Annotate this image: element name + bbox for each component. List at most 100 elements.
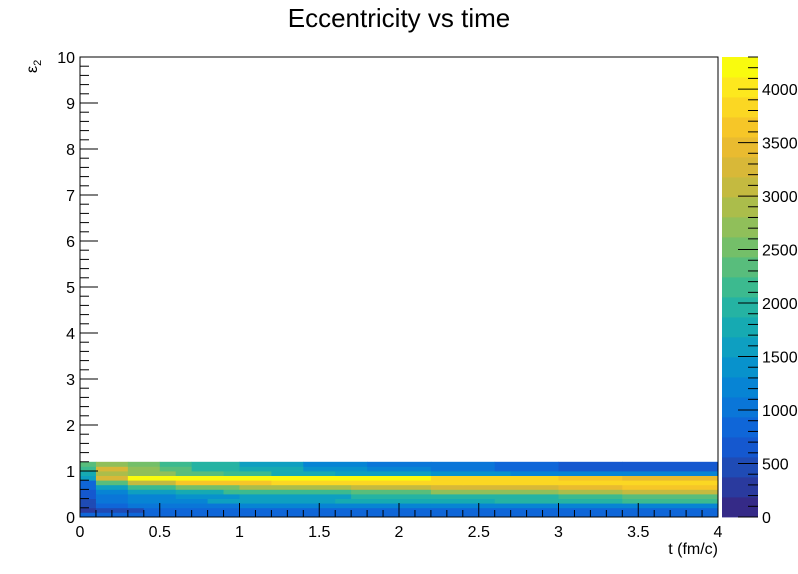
x-tick-label: 0 [76, 524, 85, 541]
heatmap-cell [558, 475, 623, 481]
heatmap-cell [80, 484, 97, 490]
x-tick-label: 2 [395, 524, 404, 541]
heatmap-cell [127, 480, 177, 486]
colorbar-segment [722, 457, 758, 478]
heatmap-cell [80, 461, 97, 467]
heatmap-cell [159, 466, 193, 472]
heatmap-cell [95, 484, 129, 490]
heatmap-cell [430, 489, 559, 495]
heatmap-cell [127, 471, 177, 476]
heatmap-cell [351, 489, 432, 495]
heatmap-cell [80, 475, 97, 481]
heatmap-cell [558, 466, 623, 472]
heatmap-cell [175, 484, 240, 490]
heatmap-cell [430, 494, 559, 499]
heatmap-cell [175, 471, 224, 476]
x-tick-label: 2.5 [468, 524, 490, 541]
heatmap-cell [351, 494, 432, 499]
x-axis-label: t (fm/c) [668, 541, 718, 558]
colorbar-segment [722, 277, 758, 298]
heatmap-cell [207, 498, 336, 504]
colorbar-segment [722, 157, 758, 178]
heatmap-cell [622, 484, 719, 490]
heatmap-cell [351, 475, 432, 481]
heatmap-cell [239, 503, 432, 509]
colorbar-segment [722, 397, 758, 418]
heatmap-cell [430, 503, 719, 509]
heatmap-cell [95, 475, 129, 481]
heatmap-cell [430, 475, 559, 481]
x-tick-label: 3.5 [627, 524, 649, 541]
colorbar-tick-label: 3500 [762, 136, 798, 153]
heatmap-cell [95, 498, 129, 504]
heatmap-cell [430, 471, 512, 476]
heatmap-cell [558, 494, 623, 499]
heatmap-cell [367, 480, 464, 486]
heatmap-cell [271, 480, 368, 486]
heatmap-cell [494, 498, 623, 504]
heatmap-cell [127, 466, 161, 472]
heatmap-cell [622, 489, 719, 495]
heatmap-cell [558, 489, 623, 495]
colorbar-segment [722, 417, 758, 438]
colorbar-segment [722, 497, 758, 518]
heatmap-cell [80, 494, 97, 499]
heatmap-cell [271, 471, 336, 476]
heatmap-cell [127, 475, 208, 481]
heatmap-cell [430, 484, 559, 490]
y-tick-label: 2 [66, 418, 75, 435]
colorbar-segment [722, 77, 758, 98]
heatmap-cell [80, 480, 97, 486]
colorbar-tick-label: 2500 [762, 243, 798, 260]
y-tick-label: 4 [66, 326, 75, 343]
heatmap-cell [335, 471, 432, 476]
colorbar-segment [722, 257, 758, 278]
x-tick-label: 3 [554, 524, 563, 541]
heatmap-cell [462, 480, 559, 486]
y-tick-label: 1 [66, 464, 75, 481]
heatmap-cell [95, 471, 129, 476]
heatmap-cell [303, 461, 368, 467]
heatmap-cell [80, 466, 97, 472]
heatmap-cell [622, 480, 719, 486]
colorbar-segment [722, 177, 758, 198]
heatmap-cell [95, 466, 129, 472]
y-tick-label: 3 [66, 372, 75, 389]
heatmap-cell [239, 466, 304, 472]
heatmap-cell [95, 494, 129, 499]
heatmap-cell [239, 484, 352, 490]
y-tick-label: 6 [66, 234, 75, 251]
heatmap-cell [367, 466, 432, 472]
heatmap-cell [95, 480, 129, 486]
colorbar-tick-label: 3000 [762, 189, 798, 206]
heatmap-cell [303, 466, 368, 472]
heatmap-cell [207, 475, 352, 481]
colorbar-segment [722, 137, 758, 158]
colorbar-segment [722, 97, 758, 118]
colorbar-tick-label: 4000 [762, 82, 798, 99]
colorbar-tick-label: 2000 [762, 296, 798, 313]
y-axis-label: ε2 [24, 60, 44, 73]
colorbar-segment [722, 237, 758, 258]
heatmap-cell [95, 489, 129, 495]
heatmap-cell [622, 494, 719, 499]
y-tick-label: 8 [66, 142, 75, 159]
x-axis: 0 0.5 1 1.5 2 2.5 3 3.5 4 [76, 503, 723, 541]
y-axis-label-subscript: 2 [32, 60, 44, 66]
heatmap-cell [175, 494, 240, 499]
colorbar-segment [722, 357, 758, 378]
heatmap-cell [558, 480, 623, 486]
x-tick-label: 1 [235, 524, 244, 541]
heatmap-cell [95, 507, 145, 513]
heatmap-cell [558, 461, 623, 467]
colorbar-segment [722, 377, 758, 398]
heatmap-cell [95, 503, 129, 509]
y-tick-label: 10 [57, 50, 75, 67]
heatmap-cell [494, 466, 559, 472]
colorbar-tick-label: 0 [762, 510, 771, 527]
colorbar-segment [722, 117, 758, 138]
plot-frame [79, 56, 719, 518]
heatmap-cell [622, 466, 719, 472]
y-axis: 0 1 2 3 4 5 6 7 8 9 10 [57, 50, 98, 527]
